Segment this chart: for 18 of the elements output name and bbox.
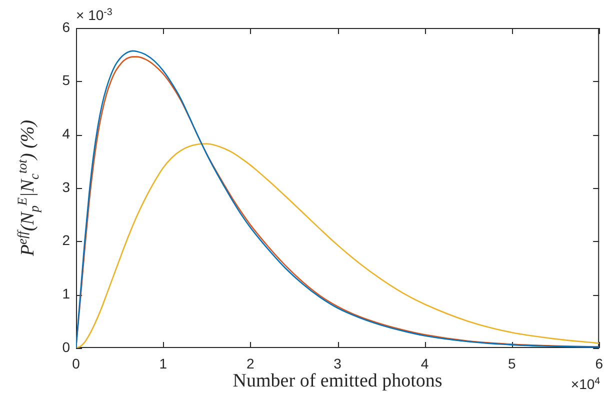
x-tick-label: 6 [595, 355, 604, 372]
x-axis-title: Number of emitted photons [232, 370, 442, 392]
x-tick-label: 0 [72, 355, 80, 372]
x-tick-label: 5 [508, 355, 516, 372]
y-tick-label: 5 [62, 72, 70, 88]
y-tick-label: 4 [62, 126, 70, 142]
y-tick-label: 6 [62, 18, 70, 35]
text: ×10$^{4}$ [570, 376, 600, 392]
text: × 10$^{-3}$ [76, 6, 112, 23]
x-tick-label: 3 [334, 355, 342, 372]
x-tick-label: 2 [246, 355, 254, 372]
x-tick-label: 4 [420, 355, 429, 372]
x-tick-label: 1 [159, 355, 168, 372]
y-tick-label: 3 [62, 178, 70, 195]
y-tick-label: 2 [62, 232, 70, 248]
line-series [76, 143, 600, 348]
y-tick-label: 1 [62, 286, 70, 302]
y-tick-label: 0 [62, 338, 70, 355]
